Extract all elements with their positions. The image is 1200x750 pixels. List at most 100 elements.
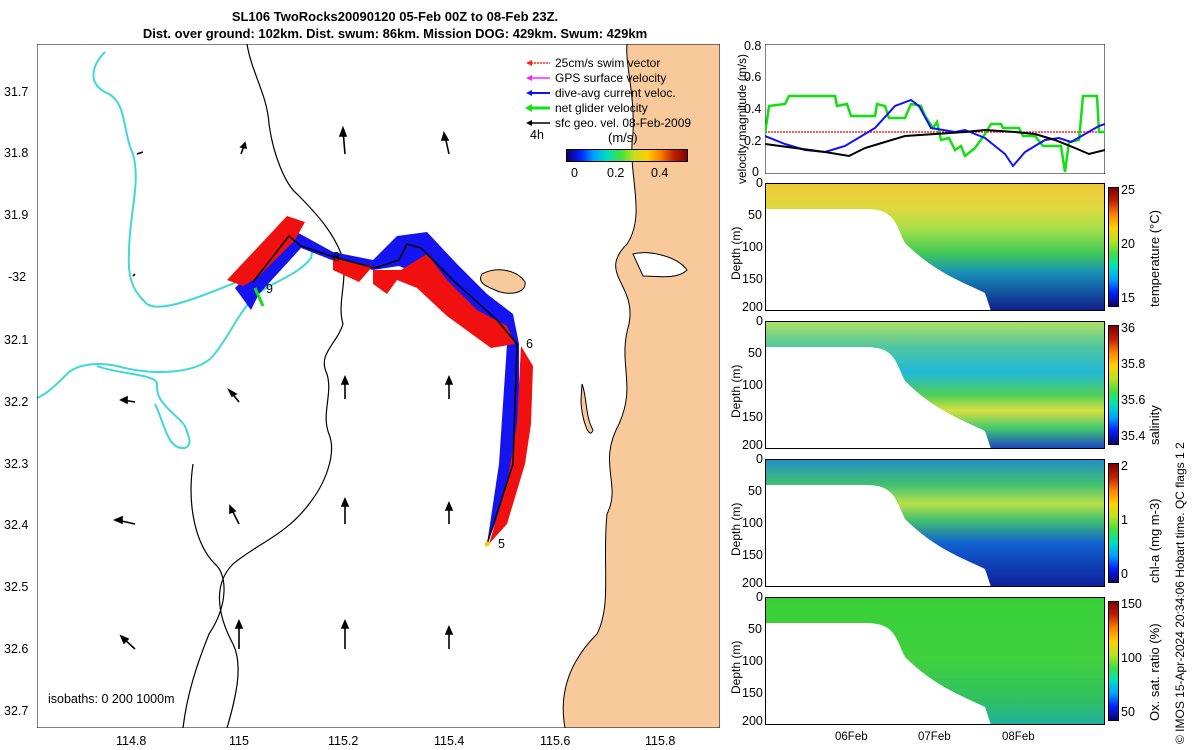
coastline-land [562,44,720,728]
colorbar-tick: 25 [1121,183,1135,197]
depth-tick: 100 [742,240,763,254]
glider-track-line [252,234,518,545]
colorbar-tick: 15 [1121,291,1135,305]
speed-colorbar [566,149,688,162]
map-y-tick: 31.8 [4,146,29,160]
depth-tick: 0 [756,452,763,466]
green-arrow-icon [525,104,550,112]
map-x-tick: 115 [229,734,249,748]
net-velocity-arrow [253,287,265,307]
legend-label: 25cm/s swim vector [555,56,661,70]
colorbar-tick: 0.2 [607,166,625,180]
vel-y-label: velocity magnitude (m/s) [735,53,749,184]
legend-label: dive-avg current veloc. [555,86,676,100]
time-tick: 06Feb [835,731,868,743]
island-small [580,383,594,434]
black-arrow-icon [526,120,550,126]
oxygen-section-plot [765,597,1105,725]
seafloor-mask [765,347,991,449]
colorbar-tick: 0 [1121,567,1128,581]
depth-tick: 150 [742,410,763,424]
vel-y-tick: 0.8 [744,39,762,53]
time-tick: 07Feb [918,731,951,743]
plot-title-line1: SL106 TwoRocks20090120 05-Feb 00Z to 08-… [231,9,559,24]
map-y-tick: 32.4 [4,518,29,532]
plot-title-line2: Dist. over ground: 102km. Dist. swum: 86… [142,26,648,41]
sfc-geo-velocity-arrows [112,125,454,650]
waypoint-label-5: 5 [498,537,505,551]
geo-velocity-line [765,128,1105,158]
map-y-tick: 31.7 [4,85,29,99]
colorbar-tick: 35.8 [1121,357,1146,371]
temperature-colorbar-label: temperature (°C) [1147,210,1162,307]
map-x-tick: 114.8 [116,734,147,748]
depth-axis-label: Depth (m) [729,226,743,280]
time-tick: 08Feb [1002,731,1035,743]
time-scale-label: 4h [530,128,544,142]
colorbar-tick: 35.6 [1121,393,1146,407]
depth-tick: 200 [742,438,763,452]
legend-label: GPS surface velocity [555,71,667,85]
colorbar-tick: 20 [1121,237,1135,251]
depth-tick: 0 [756,314,763,328]
depth-tick: 0 [756,590,763,604]
map-y-tick: 32.6 [4,642,29,656]
net-velocity-line [765,94,1105,173]
legend-icons [525,60,550,126]
dive-avg-current-line [765,98,1105,168]
colorbar-tick: 1 [1121,513,1128,527]
map-y-tick: -32 [8,270,27,284]
depth-axis-label: Depth (m) [729,364,743,418]
vel-y-tick: 0.6 [744,70,762,84]
velocity-magnitude-plot [765,44,1105,174]
map-x-tick: 115.6 [540,734,571,748]
legend-label: net glider velocity [555,101,648,115]
seafloor-mask [765,623,991,725]
colorbar-tick: 50 [1121,705,1135,719]
salinity-section-plot [765,321,1105,449]
colorbar-tick: 0 [571,166,578,180]
start-marker [484,541,490,547]
map-y-tick: 32.7 [4,704,29,718]
colorbar-tick: 2 [1121,459,1128,473]
depth-tick: 100 [742,654,763,668]
waypoint-label-8: 8 [333,250,340,264]
depth-tick: 150 [742,548,763,562]
seafloor-mask [765,209,991,311]
red-arrow-icon [526,60,550,66]
imos-footer: © IMOS 15-Apr-2024 20:34:06 Hobart time.… [1173,442,1187,744]
chla-colorbar [1108,463,1119,583]
depth-tick: 50 [748,208,762,222]
vel-y-tick: 0 [752,165,759,179]
waypoint-label-9: 9 [266,282,273,296]
salinity-colorbar [1108,325,1119,445]
vel-y-tick: 0.2 [744,134,762,148]
colorbar-tick: 150 [1121,597,1142,611]
swim-vector-fringe [227,216,533,544]
legend-label: sfc geo. vel. 08-Feb-2009 [555,116,692,130]
map-y-tick: 32.3 [4,457,29,471]
depth-tick: 100 [742,516,763,530]
waypoint-label-6: 6 [526,337,533,351]
isobath-note: isobaths: 0 200 1000m [48,692,175,706]
colorbar-tick: 36 [1121,321,1135,335]
colorbar-tick: 100 [1121,651,1142,665]
map-x-tick: 115.2 [328,734,359,748]
temperature-colorbar [1108,187,1119,307]
salinity-colorbar-label: salinity [1147,405,1162,445]
depth-axis-label: Depth (m) [729,640,743,694]
depth-tick: 200 [742,576,763,590]
blue-arrow-icon [526,90,550,96]
island [480,269,526,294]
map-y-tick: 32.1 [4,333,29,347]
map-y-tick: 32.2 [4,395,29,409]
map-y-tick: 32.5 [4,580,29,594]
colorbar-unit: (m/s) [608,130,638,145]
seafloor-mask [765,485,991,587]
depth-tick: 50 [748,622,762,636]
vel-y-tick: 0.4 [744,102,762,116]
isobath-1000m [182,463,225,728]
depth-tick: 100 [742,378,763,392]
estuary [632,252,688,278]
depth-tick: 200 [742,300,763,314]
